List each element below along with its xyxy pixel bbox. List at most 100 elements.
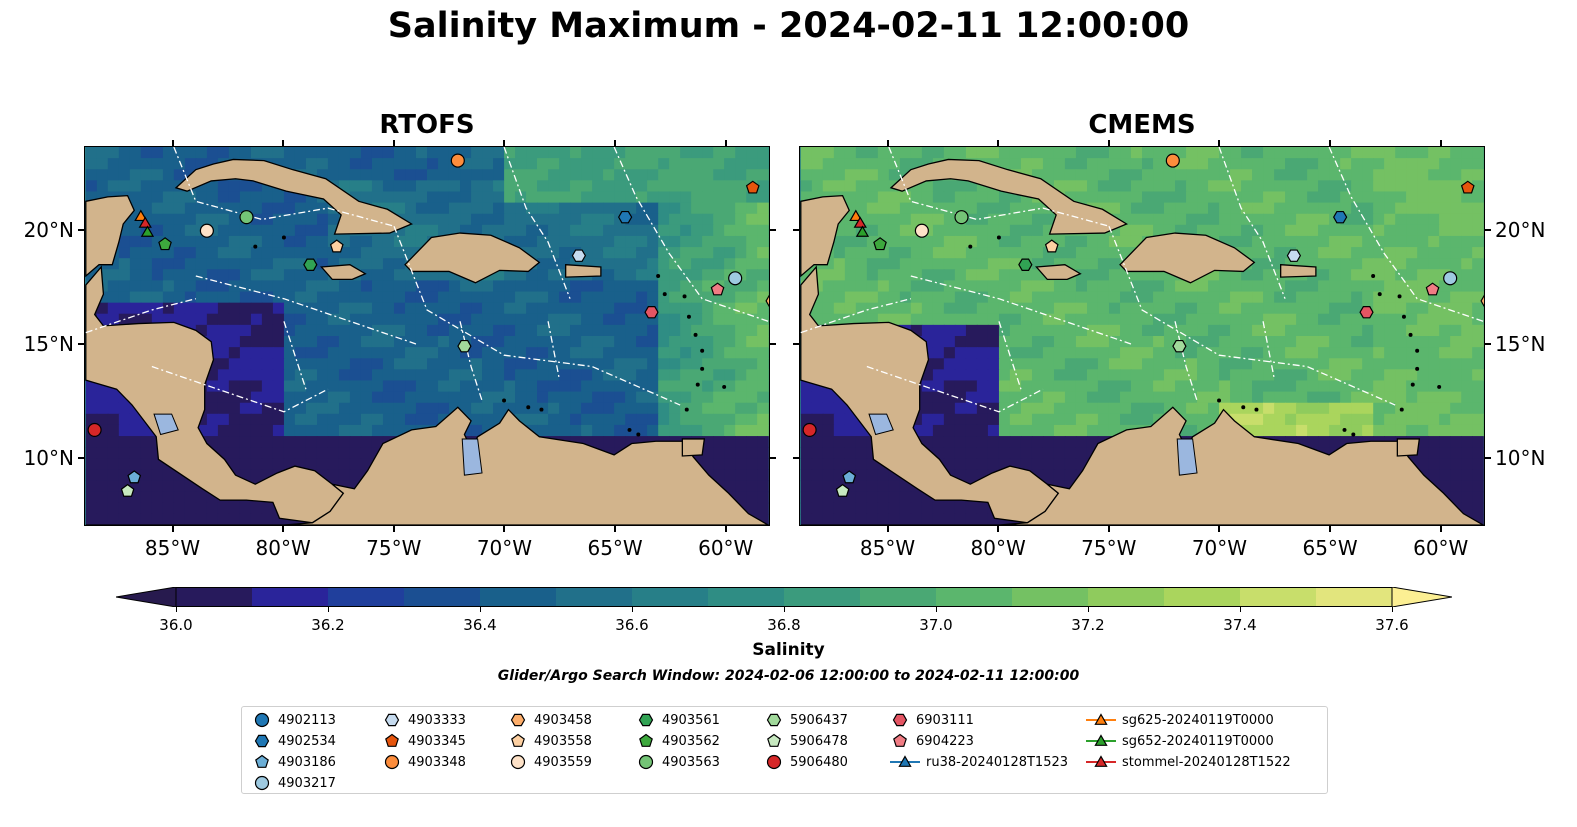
- float-marker: [842, 470, 857, 484]
- land-shape: [800, 194, 851, 278]
- colorbar-segment: [404, 587, 481, 607]
- float-marker: [450, 153, 465, 168]
- y-tick-mark: [793, 229, 799, 232]
- legend-marker: [892, 713, 908, 727]
- land-shape: [565, 263, 602, 278]
- float-marker: [802, 422, 817, 437]
- eez-boundary-line: [800, 298, 911, 334]
- legend-item: 5906480: [764, 752, 848, 772]
- island-dot: [1408, 332, 1413, 337]
- colorbar-tick-label: 36.8: [767, 616, 801, 634]
- land-shape: [1035, 264, 1082, 281]
- eez-boundary-line: [393, 225, 681, 406]
- pentagon-marker-icon: [639, 733, 653, 747]
- triangle-marker-icon: [890, 755, 920, 767]
- land-shape: [1396, 438, 1421, 457]
- land-shape: [320, 264, 367, 281]
- legend-marker: [385, 733, 399, 747]
- x-tick-mark: [171, 140, 174, 146]
- float-marker: [329, 239, 344, 253]
- x-tick-mark: [1439, 526, 1442, 532]
- land-shape: [404, 232, 541, 284]
- legend-item: 6903111: [890, 710, 974, 730]
- colorbar-tick-label: 36.2: [311, 616, 345, 634]
- island-dot: [1254, 407, 1259, 412]
- float-marker: [745, 180, 760, 194]
- legend-marker: [510, 754, 526, 770]
- x-tick-mark: [171, 526, 174, 532]
- rtofs-panel-title: RTOFS: [379, 110, 475, 140]
- colorbar-segment: [784, 587, 861, 607]
- legend-label: sg625-20240119T0000: [1122, 712, 1274, 728]
- y-tick-mark: [1485, 342, 1491, 345]
- float-marker: [710, 282, 725, 296]
- y-tick-label: 15°N: [23, 331, 74, 356]
- float-marker: [1332, 210, 1348, 224]
- colorbar-segment: [936, 587, 1013, 607]
- island-dot: [684, 407, 689, 412]
- island-dot: [1437, 384, 1442, 389]
- float-marker: [1172, 339, 1187, 353]
- y-tick-label: 20°N: [1495, 218, 1546, 243]
- float-marker: [1165, 153, 1180, 168]
- float-marker: [853, 216, 867, 228]
- legend-label: 4903458: [534, 712, 592, 728]
- hexagon-marker-icon: [254, 734, 270, 748]
- legend-item: 4902113: [252, 710, 336, 730]
- legend-item: 4902534: [252, 731, 336, 751]
- island-dot: [1377, 292, 1382, 297]
- float-marker: [617, 210, 633, 224]
- land-shape: [85, 406, 769, 525]
- circle-marker-icon: [766, 754, 782, 770]
- legend-label: 4903563: [662, 754, 720, 770]
- lake-shape: [153, 413, 179, 436]
- colorbar-tick-label: 36.6: [615, 616, 649, 634]
- land-shape: [681, 438, 706, 457]
- triangle-marker-icon: [1086, 755, 1116, 767]
- y-tick-label: 10°N: [23, 445, 74, 470]
- eez-boundary-line: [547, 321, 560, 379]
- x-tick-mark: [724, 526, 727, 532]
- x-tick-label: 80°W: [970, 536, 1026, 560]
- x-tick-mark: [1329, 140, 1332, 146]
- legend-item: 4903563: [636, 752, 720, 772]
- float-marker: [1018, 258, 1033, 271]
- legend-marker: [384, 713, 400, 727]
- eez-boundary-line: [85, 298, 196, 334]
- float-marker: [954, 210, 969, 225]
- float-marker: [835, 483, 850, 497]
- island-dot: [1342, 427, 1347, 432]
- circle-marker-icon: [254, 712, 270, 728]
- legend-item: 4903561: [636, 710, 720, 730]
- legend-marker: [766, 713, 782, 727]
- legend-label: 4903217: [278, 775, 336, 791]
- legend-label: 4903558: [534, 733, 592, 749]
- legend-item: 4903333: [382, 710, 466, 730]
- y-tick-mark: [78, 229, 84, 232]
- colorbar-tick-mark: [479, 607, 481, 612]
- y-tick-mark: [770, 342, 776, 345]
- float-marker: [849, 209, 863, 222]
- legend-label: 5906437: [790, 712, 848, 728]
- x-tick-label: 80°W: [255, 536, 311, 560]
- legend-label: 4903186: [278, 754, 336, 770]
- island-dot: [1415, 348, 1420, 353]
- pentagon-marker-icon: [767, 733, 781, 747]
- circle-marker-icon: [638, 754, 654, 770]
- x-tick-mark: [614, 526, 617, 532]
- island-dot: [1217, 398, 1222, 403]
- legend-label: 4903562: [662, 733, 720, 749]
- legend-label: 4903345: [408, 733, 466, 749]
- colorbar-tick-mark: [1239, 607, 1241, 612]
- triangle-marker-icon: [1086, 734, 1116, 746]
- legend-label: 5906478: [790, 733, 848, 749]
- eez-boundary-line: [1328, 147, 1484, 322]
- float-marker: [1443, 271, 1458, 286]
- island-dot: [1241, 405, 1246, 410]
- colorbar-segment: [1316, 587, 1393, 607]
- float-marker: [239, 210, 254, 225]
- x-tick-label: 75°W: [366, 536, 422, 560]
- land-shape: [1280, 263, 1317, 278]
- float-marker: [120, 483, 135, 497]
- legend-item: 4903559: [508, 752, 592, 772]
